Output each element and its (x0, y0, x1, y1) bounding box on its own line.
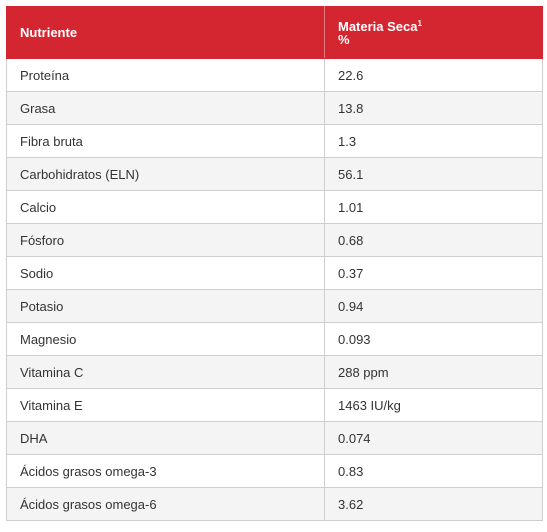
nutrient-cell: Vitamina E (6, 388, 325, 422)
table-row: Calcio 1.01 (6, 190, 543, 224)
header-dry-matter-label: Materia Seca (338, 18, 418, 34)
value-cell: 0.68 (324, 223, 543, 257)
table-row: Ácidos grasos omega-3 0.83 (6, 454, 543, 488)
table-row: Fósforo 0.68 (6, 223, 543, 257)
table-row: Fibra bruta 1.3 (6, 124, 543, 158)
nutrient-cell: Potasio (6, 289, 325, 323)
value-cell: 22.6 (324, 58, 543, 92)
value-cell: 3.62 (324, 487, 543, 521)
value-cell: 0.83 (324, 454, 543, 488)
table-header: Nutriente Materia Seca1% (6, 6, 543, 59)
value-cell: 1.01 (324, 190, 543, 224)
table-row: Ácidos grasos omega-6 3.62 (6, 487, 543, 521)
table-row: Magnesio 0.093 (6, 322, 543, 356)
nutrient-cell: Magnesio (6, 322, 325, 356)
value-cell: 0.093 (324, 322, 543, 356)
table-row: DHA 0.074 (6, 421, 543, 455)
nutrient-table: Nutriente Materia Seca1% Proteína 22.6 Gr… (6, 6, 543, 521)
table-row: Carbohidratos (ELN) 56.1 (6, 157, 543, 191)
nutrient-cell: Fósforo (6, 223, 325, 257)
table-row: Potasio 0.94 (6, 289, 543, 323)
nutrient-cell: DHA (6, 421, 325, 455)
nutrient-cell: Fibra bruta (6, 124, 325, 158)
nutrient-cell: Sodio (6, 256, 325, 290)
table-row: Proteína 22.6 (6, 58, 543, 92)
value-cell: 0.074 (324, 421, 543, 455)
nutrient-cell: Ácidos grasos omega-3 (6, 454, 325, 488)
footnote-marker: 1 (417, 18, 422, 28)
value-cell: 1.3 (324, 124, 543, 158)
value-cell: 0.94 (324, 289, 543, 323)
table-row: Sodio 0.37 (6, 256, 543, 290)
nutrient-cell: Carbohidratos (ELN) (6, 157, 325, 191)
header-nutrient: Nutriente (6, 6, 325, 59)
nutrient-cell: Proteína (6, 58, 325, 92)
value-cell: 1463 IU/kg (324, 388, 543, 422)
value-cell: 56.1 (324, 157, 543, 191)
nutrient-cell: Vitamina C (6, 355, 325, 389)
value-cell: 0.37 (324, 256, 543, 290)
table-body: Proteína 22.6 Grasa 13.8 Fibra bruta 1.3 Ca… (6, 58, 543, 521)
header-dry-matter-unit: % (338, 31, 350, 47)
header-row: Nutriente Materia Seca1% (6, 6, 543, 59)
nutrient-cell: Ácidos grasos omega-6 (6, 487, 325, 521)
header-dry-matter: Materia Seca1% (324, 6, 543, 59)
table-row: Vitamina E 1463 IU/kg (6, 388, 543, 422)
nutrient-cell: Calcio (6, 190, 325, 224)
value-cell: 13.8 (324, 91, 543, 125)
table-row: Grasa 13.8 (6, 91, 543, 125)
table-row: Vitamina C 288 ppm (6, 355, 543, 389)
nutrient-cell: Grasa (6, 91, 325, 125)
value-cell: 288 ppm (324, 355, 543, 389)
nutrient-table-container: Nutriente Materia Seca1% Proteína 22.6 Gr… (6, 6, 543, 521)
